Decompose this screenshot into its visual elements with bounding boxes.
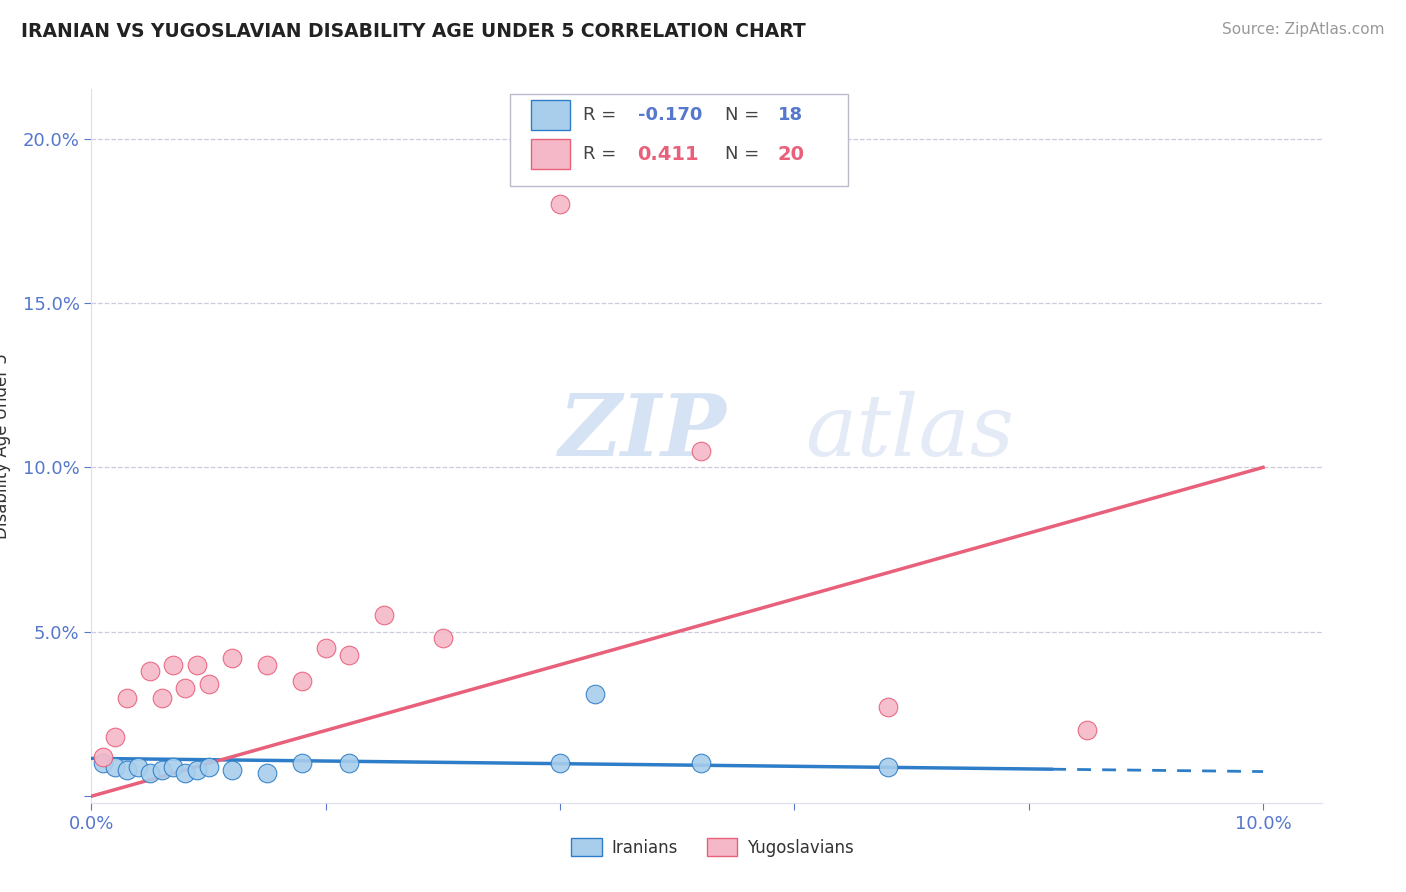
Point bbox=[548, 197, 571, 211]
Text: Iranians: Iranians bbox=[612, 838, 678, 856]
Text: Yugoslavians: Yugoslavians bbox=[747, 838, 853, 856]
Point bbox=[877, 759, 900, 773]
Point bbox=[315, 641, 337, 656]
FancyBboxPatch shape bbox=[530, 139, 569, 169]
Point bbox=[373, 608, 395, 623]
FancyBboxPatch shape bbox=[571, 838, 602, 856]
FancyBboxPatch shape bbox=[509, 95, 848, 186]
Point bbox=[162, 759, 184, 773]
Point bbox=[174, 681, 197, 695]
Point bbox=[432, 632, 454, 646]
Point bbox=[689, 444, 711, 458]
Point bbox=[256, 766, 278, 780]
Point bbox=[197, 677, 219, 691]
Point bbox=[139, 766, 162, 780]
Text: ZIP: ZIP bbox=[558, 390, 727, 474]
Point bbox=[877, 700, 900, 714]
Text: 18: 18 bbox=[778, 106, 803, 124]
Point bbox=[139, 665, 162, 679]
Point bbox=[256, 657, 278, 672]
Y-axis label: Disability Age Under 5: Disability Age Under 5 bbox=[0, 353, 11, 539]
Point bbox=[186, 657, 208, 672]
Point bbox=[150, 763, 173, 777]
Point bbox=[174, 766, 197, 780]
Text: R =: R = bbox=[583, 106, 623, 124]
Point bbox=[221, 651, 243, 665]
Text: Source: ZipAtlas.com: Source: ZipAtlas.com bbox=[1222, 22, 1385, 37]
Text: IRANIAN VS YUGOSLAVIAN DISABILITY AGE UNDER 5 CORRELATION CHART: IRANIAN VS YUGOSLAVIAN DISABILITY AGE UN… bbox=[21, 22, 806, 41]
Point bbox=[583, 687, 606, 701]
Point bbox=[91, 749, 114, 764]
Point bbox=[104, 730, 127, 744]
Point bbox=[104, 759, 127, 773]
Text: N =: N = bbox=[725, 145, 765, 163]
Text: N =: N = bbox=[725, 106, 765, 124]
Point bbox=[115, 690, 138, 705]
Point bbox=[337, 648, 360, 662]
Point bbox=[1076, 723, 1098, 738]
Point bbox=[221, 763, 243, 777]
Point bbox=[127, 759, 149, 773]
Point bbox=[91, 756, 114, 771]
Text: 20: 20 bbox=[778, 145, 804, 164]
Text: -0.170: -0.170 bbox=[637, 106, 702, 124]
FancyBboxPatch shape bbox=[530, 100, 569, 129]
Point bbox=[150, 690, 173, 705]
Point bbox=[689, 756, 711, 771]
Point bbox=[115, 763, 138, 777]
Text: atlas: atlas bbox=[804, 391, 1014, 473]
Point bbox=[291, 674, 314, 689]
Text: 0.411: 0.411 bbox=[637, 145, 699, 164]
Point bbox=[162, 657, 184, 672]
Point bbox=[291, 756, 314, 771]
Point bbox=[548, 756, 571, 771]
Point bbox=[186, 763, 208, 777]
Text: R =: R = bbox=[583, 145, 628, 163]
Point bbox=[337, 756, 360, 771]
FancyBboxPatch shape bbox=[706, 838, 737, 856]
Point bbox=[197, 759, 219, 773]
